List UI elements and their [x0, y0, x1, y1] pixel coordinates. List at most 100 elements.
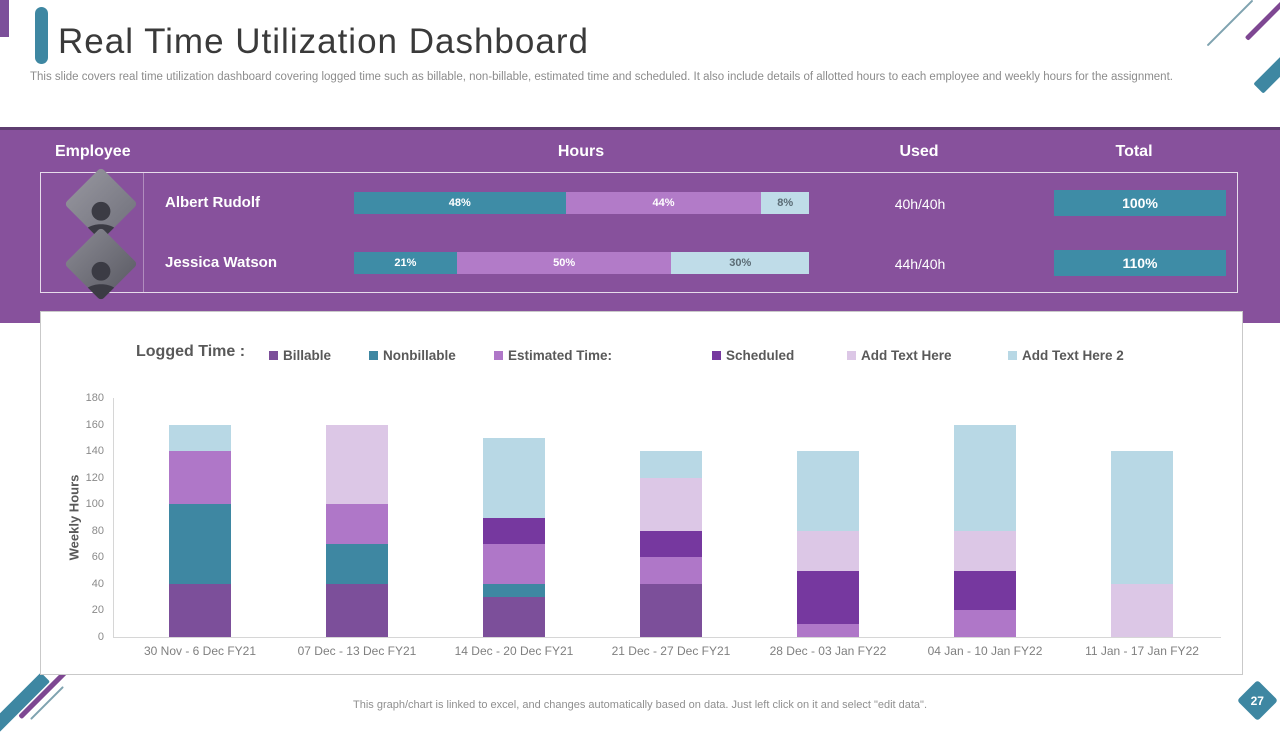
stacked-bar	[169, 398, 231, 637]
y-tick-label: 0	[97, 631, 104, 643]
table-row: Jessica Watson 21% 50% 30% 44h/40h 110%	[41, 227, 1237, 301]
column-divider	[143, 173, 144, 292]
hours-bar-segment: 50%	[456, 252, 672, 274]
bar-segment	[326, 504, 388, 545]
y-axis-line	[113, 398, 114, 637]
stacked-bar	[954, 398, 1016, 637]
employee-name: Jessica Watson	[165, 254, 277, 271]
employee-name: Albert Rudolf	[165, 194, 260, 211]
page-subtitle: This slide covers real time utilization …	[30, 71, 1173, 83]
hours-bar-segment: 8%	[761, 192, 809, 214]
bar-segment	[326, 544, 388, 584]
y-tick-label: 80	[91, 524, 104, 537]
bar-segment	[954, 424, 1016, 531]
legend-label: Estimated Time:	[508, 348, 613, 363]
bar-segment	[483, 517, 545, 545]
bar-segment	[483, 544, 545, 584]
stacked-bar	[640, 398, 702, 637]
bar-segment	[1111, 451, 1173, 584]
legend-swatch-icon	[712, 351, 721, 360]
bar-segment	[483, 583, 545, 598]
y-tick-label: 160	[85, 418, 104, 431]
column-header-used: Used	[899, 143, 939, 160]
x-axis-category-label: 11 Jan - 17 Jan FY22	[1085, 644, 1199, 658]
column-header-employee: Employee	[55, 143, 131, 160]
stacked-bar	[326, 398, 388, 637]
used-hours: 40h/40h	[894, 196, 946, 212]
stacked-bar	[797, 398, 859, 637]
bar-segment	[169, 504, 231, 584]
legend-label: Billable	[283, 348, 332, 363]
bar-segment	[640, 583, 702, 637]
legend-swatch-icon	[369, 351, 378, 360]
legend-label: Add Text Here	[861, 348, 952, 363]
bar-segment	[640, 557, 702, 584]
legend-swatch-icon	[847, 351, 856, 360]
stacked-bar	[483, 398, 545, 637]
title-accent-bar	[35, 7, 48, 64]
legend-item: Add Text Here 2	[1008, 348, 1124, 363]
chart-legend-title: Logged Time :	[136, 343, 246, 360]
stacked-bar	[1111, 398, 1173, 637]
bar-segment	[954, 530, 1016, 571]
weekly-hours-chart-panel[interactable]: Logged Time : Billable Nonbillable Estimat…	[40, 311, 1243, 675]
column-header-total: Total	[1115, 143, 1153, 160]
bar-segment	[640, 530, 702, 558]
x-axis-category-label: 30 Nov - 6 Dec FY21	[143, 644, 257, 658]
y-tick-label: 180	[85, 392, 104, 404]
y-tick-label: 60	[91, 551, 104, 564]
bar-segment	[640, 477, 702, 531]
y-tick-label: 40	[91, 577, 104, 590]
corner-accent-bar	[0, 0, 9, 37]
legend-item: Nonbillable	[369, 348, 456, 363]
x-axis-category-label: 14 Dec - 20 Dec FY21	[454, 644, 574, 658]
y-tick-label: 120	[85, 471, 104, 484]
table-row: Albert Rudolf 48% 44% 8% 40h/40h 100%	[41, 167, 1237, 241]
footer-note: This graph/chart is linked to excel, and…	[352, 699, 928, 711]
x-axis-line	[113, 637, 1221, 638]
bar-segment	[483, 437, 545, 518]
bar-segment	[954, 570, 1016, 611]
legend-item: Billable	[269, 348, 331, 363]
bar-segment	[326, 583, 388, 637]
legend-label: Scheduled	[726, 348, 795, 363]
hours-bar: 21% 50% 30%	[354, 252, 809, 274]
decor-line-top-purple	[1244, 0, 1280, 41]
bar-segment	[954, 610, 1016, 637]
bar-segment	[797, 570, 859, 624]
legend-swatch-icon	[1008, 351, 1017, 360]
bar-segment	[797, 530, 859, 571]
total-chip: 100%	[1054, 190, 1226, 216]
legend-swatch-icon	[494, 351, 503, 360]
hours-bar-segment: 44%	[565, 192, 762, 214]
y-tick-label: 20	[91, 604, 104, 617]
employee-utilization-table: Employee Hours Used Total Albert Rudolf 4…	[0, 127, 1280, 323]
bar-segment	[169, 424, 231, 452]
legend-item: Estimated Time:	[494, 348, 612, 363]
y-tick-label: 140	[85, 445, 104, 458]
bar-segment	[797, 451, 859, 531]
hours-bar-segment: 21%	[354, 252, 457, 274]
total-chip: 110%	[1054, 250, 1226, 276]
bar-segment	[169, 583, 231, 637]
hours-bar-segment: 48%	[354, 192, 566, 214]
legend-label: Nonbillable	[383, 348, 456, 363]
bar-segment	[483, 597, 545, 637]
legend-swatch-icon	[269, 351, 278, 360]
column-header-hours: Hours	[557, 143, 605, 160]
page-number: 27	[1250, 693, 1265, 708]
legend-label: Add Text Here 2	[1022, 348, 1124, 363]
bar-segment	[169, 451, 231, 505]
x-axis-category-label: 07 Dec - 13 Dec FY21	[297, 644, 417, 658]
page-title: Real Time Utilization Dashboard	[58, 22, 589, 61]
used-hours: 44h/40h	[894, 256, 946, 272]
bar-segment	[326, 424, 388, 505]
page-number-badge: 27	[1236, 679, 1279, 722]
bar-segment	[1111, 583, 1173, 637]
x-axis-category-label: 04 Jan - 10 Jan FY22	[927, 644, 1043, 658]
bar-segment	[640, 451, 702, 478]
legend-item: Scheduled	[712, 348, 794, 363]
hours-bar-segment: 30%	[671, 252, 809, 274]
decor-line-top-teal	[1253, 24, 1280, 94]
y-tick-label: 100	[85, 498, 104, 511]
